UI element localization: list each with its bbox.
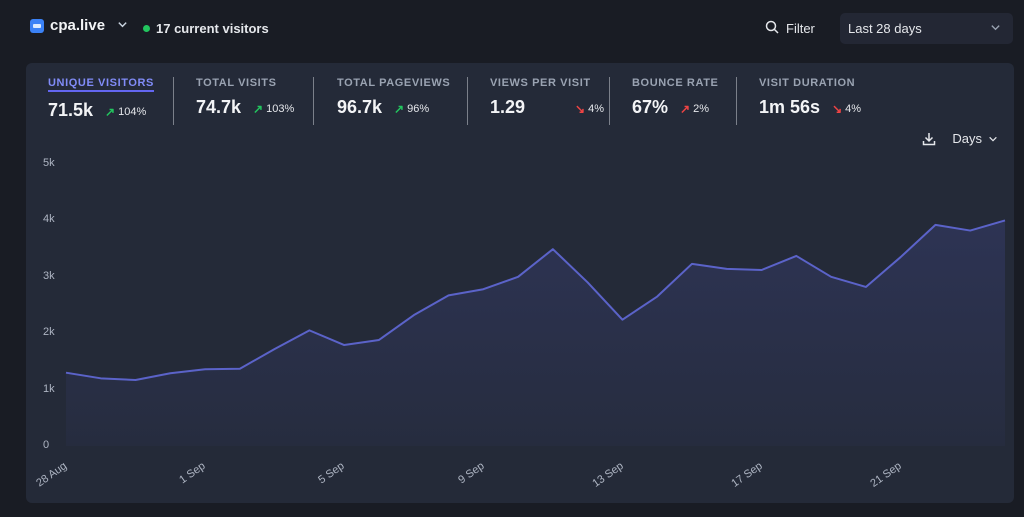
stats-card: UNIQUE VISITORS 71.5k ↗ 104% TOTAL VISITS… xyxy=(26,63,1014,503)
metric-change: 2% xyxy=(693,103,709,115)
metric-value: 71.5k xyxy=(48,100,94,120)
site-name: cpa.live xyxy=(50,17,106,34)
visitors-chart: 0 1k 2k 3k 4k 5k 28 Aug 1 Sep 5 Sep 9 Sep 13 Sep 1… xyxy=(26,153,1014,503)
date-range-select[interactable]: Last 28 days xyxy=(840,13,1013,44)
arrow-down-icon: ↘ xyxy=(575,102,586,116)
site-favicon-icon xyxy=(30,18,44,33)
y-tick-label: 4k xyxy=(43,213,55,226)
data-point[interactable] xyxy=(477,283,489,295)
metric-label: UNIQUE VISITORS xyxy=(48,77,154,92)
data-point[interactable] xyxy=(303,324,315,336)
arrow-up-icon: ↗ xyxy=(253,102,264,116)
data-point[interactable] xyxy=(686,258,698,270)
download-button[interactable] xyxy=(922,132,936,146)
date-range-label: Last 28 days xyxy=(848,21,922,36)
chevron-down-icon xyxy=(990,21,1001,36)
chevron-down-icon xyxy=(989,136,997,142)
y-tick-label: 1k xyxy=(43,382,55,395)
data-point[interactable] xyxy=(547,243,559,255)
y-tick-label: 5k xyxy=(43,157,55,169)
metric-unique-visitors[interactable]: UNIQUE VISITORS 71.5k ↗ 104% xyxy=(48,77,154,121)
current-visitors[interactable]: 17 current visitors xyxy=(143,21,269,36)
data-point[interactable] xyxy=(895,251,907,263)
data-point[interactable] xyxy=(964,225,976,237)
arrow-up-icon: ↗ xyxy=(105,105,116,119)
data-point[interactable] xyxy=(790,250,802,262)
data-point[interactable] xyxy=(582,276,594,288)
data-point[interactable] xyxy=(130,374,142,386)
data-point[interactable] xyxy=(338,339,350,351)
series-area xyxy=(66,220,1005,446)
metric-value: 67% xyxy=(632,97,669,117)
interval-label: Days xyxy=(952,131,982,146)
metric-label: BOUNCE RATE xyxy=(632,77,719,89)
data-point[interactable] xyxy=(756,264,768,276)
interval-select[interactable]: Days xyxy=(952,131,998,146)
metric-change: 4% xyxy=(845,103,862,115)
data-point[interactable] xyxy=(373,334,385,346)
data-point[interactable] xyxy=(199,363,211,375)
divider xyxy=(173,77,174,125)
metric-change: 4% xyxy=(588,103,605,115)
arrow-up-icon: ↗ xyxy=(394,102,405,116)
filter-label: Filter xyxy=(786,21,815,36)
data-point[interactable] xyxy=(60,367,72,379)
data-point[interactable] xyxy=(929,219,941,231)
metric-visit-duration[interactable]: VISIT DURATION 1m 56s ↘ 4% xyxy=(759,77,861,118)
metric-label: VIEWS PER VISIT xyxy=(490,77,591,89)
chevron-down-icon xyxy=(117,19,128,33)
data-point[interactable] xyxy=(999,214,1011,226)
divider xyxy=(313,77,314,125)
data-point[interactable] xyxy=(164,367,176,379)
data-point[interactable] xyxy=(512,271,524,283)
divider xyxy=(609,77,610,125)
metric-total-pageviews[interactable]: TOTAL PAGEVIEWS 96.7k ↗ 96% xyxy=(337,77,450,118)
search-icon xyxy=(765,20,779,37)
data-point[interactable] xyxy=(408,309,420,321)
arrow-down-icon: ↘ xyxy=(832,102,843,116)
site-switcher[interactable]: cpa.live xyxy=(30,17,128,34)
data-point[interactable] xyxy=(825,271,837,283)
metric-value: 96.7k xyxy=(337,97,383,117)
metric-views-per-visit[interactable]: VIEWS PER VISIT 1.29 ↘ 4% xyxy=(490,77,604,118)
metric-label: TOTAL PAGEVIEWS xyxy=(337,77,451,89)
metric-label: VISIT DURATION xyxy=(759,77,856,89)
divider xyxy=(467,77,468,125)
download-icon xyxy=(923,132,936,145)
metric-label: TOTAL VISITS xyxy=(196,77,277,89)
metric-change: 103% xyxy=(266,103,295,115)
data-point[interactable] xyxy=(234,363,246,375)
metric-value: 74.7k xyxy=(196,97,242,117)
metric-change: 96% xyxy=(407,103,430,115)
series-line xyxy=(65,219,1006,382)
chart-tools: Days xyxy=(922,131,998,146)
metric-bounce-rate[interactable]: BOUNCE RATE 67% ↗ 2% xyxy=(632,77,718,118)
current-visitors-text: 17 current visitors xyxy=(156,21,269,36)
data-point[interactable] xyxy=(651,291,663,303)
filter-button[interactable]: Filter xyxy=(765,20,815,37)
data-point[interactable] xyxy=(616,314,628,326)
divider xyxy=(736,77,737,125)
data-point[interactable] xyxy=(269,343,281,355)
live-dot-icon xyxy=(143,25,150,32)
top-bar: cpa.live 17 current visitors Filter Last… xyxy=(0,0,1024,58)
data-point[interactable] xyxy=(443,289,455,301)
chart-svg xyxy=(60,214,1011,446)
data-point[interactable] xyxy=(860,281,872,293)
data-point[interactable] xyxy=(95,372,107,384)
metric-value: 1m 56s xyxy=(759,97,821,117)
metric-value: 1.29 xyxy=(490,97,526,117)
metric-total-visits[interactable]: TOTAL VISITS 74.7k ↗ 103% xyxy=(196,77,294,118)
y-tick-label: 3k xyxy=(43,269,55,282)
metric-change: 104% xyxy=(118,106,147,118)
y-tick-label: 0 xyxy=(43,439,50,451)
metrics-bar: UNIQUE VISITORS 71.5k ↗ 104% TOTAL VISITS… xyxy=(26,63,1014,133)
data-point[interactable] xyxy=(721,263,733,275)
y-tick-label: 2k xyxy=(43,326,55,339)
arrow-up-icon: ↗ xyxy=(680,102,691,116)
